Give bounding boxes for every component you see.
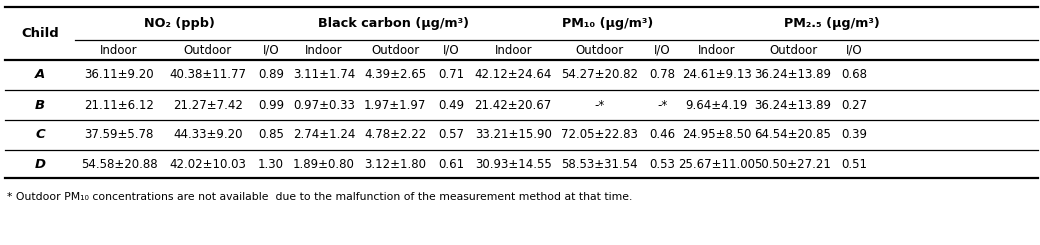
Text: 0.89: 0.89 [258, 69, 284, 82]
Text: Outdoor: Outdoor [769, 44, 817, 57]
Text: Indoor: Indoor [100, 44, 138, 57]
Text: 3.11±1.74: 3.11±1.74 [293, 69, 355, 82]
Text: 9.64±4.19: 9.64±4.19 [685, 98, 748, 111]
Text: 4.39±2.65: 4.39±2.65 [364, 69, 426, 82]
Text: 1.89±0.80: 1.89±0.80 [293, 158, 355, 171]
Text: 0.53: 0.53 [650, 158, 675, 171]
Text: 1.97±1.97: 1.97±1.97 [364, 98, 426, 111]
Text: 0.61: 0.61 [438, 158, 464, 171]
Text: 0.49: 0.49 [438, 98, 464, 111]
Text: 0.46: 0.46 [649, 128, 676, 142]
Text: 40.38±11.77: 40.38±11.77 [170, 69, 246, 82]
Text: Child: Child [21, 27, 59, 40]
Text: 0.78: 0.78 [649, 69, 676, 82]
Text: 33.21±15.90: 33.21±15.90 [475, 128, 551, 142]
Text: Outdoor: Outdoor [184, 44, 232, 57]
Text: A: A [35, 69, 45, 82]
Text: 0.85: 0.85 [258, 128, 284, 142]
Text: 0.99: 0.99 [258, 98, 284, 111]
Text: 0.51: 0.51 [841, 158, 867, 171]
Text: I/O: I/O [263, 44, 279, 57]
Text: * Outdoor PM₁₀ concentrations are not available  due to the malfunction of the m: * Outdoor PM₁₀ concentrations are not av… [7, 192, 632, 202]
Text: I/O: I/O [654, 44, 671, 57]
Text: Indoor: Indoor [698, 44, 735, 57]
Text: I/O: I/O [443, 44, 459, 57]
Text: Outdoor: Outdoor [371, 44, 419, 57]
Text: NO₂ (ppb): NO₂ (ppb) [145, 17, 215, 30]
Text: 42.02±10.03: 42.02±10.03 [170, 158, 246, 171]
Text: 54.58±20.88: 54.58±20.88 [81, 158, 157, 171]
Text: Black carbon (μg/m³): Black carbon (μg/m³) [317, 17, 469, 30]
Text: 24.95±8.50: 24.95±8.50 [682, 128, 751, 142]
Text: 30.93±14.55: 30.93±14.55 [475, 158, 551, 171]
Text: 1.30: 1.30 [258, 158, 284, 171]
Text: 44.33±9.20: 44.33±9.20 [174, 128, 242, 142]
Text: 54.27±20.82: 54.27±20.82 [561, 69, 639, 82]
Text: 36.24±13.89: 36.24±13.89 [754, 98, 832, 111]
Text: 37.59±5.78: 37.59±5.78 [84, 128, 154, 142]
Text: 4.78±2.22: 4.78±2.22 [364, 128, 426, 142]
Text: -*: -* [657, 98, 668, 111]
Text: 36.24±13.89: 36.24±13.89 [754, 69, 832, 82]
Text: PM₂.₅ (μg/m³): PM₂.₅ (μg/m³) [784, 17, 880, 30]
Text: 21.11±6.12: 21.11±6.12 [84, 98, 154, 111]
Text: B: B [35, 98, 45, 111]
Text: Outdoor: Outdoor [575, 44, 624, 57]
Text: 50.50±27.21: 50.50±27.21 [755, 158, 831, 171]
Text: 64.54±20.85: 64.54±20.85 [755, 128, 831, 142]
Text: 25.67±11.00: 25.67±11.00 [678, 158, 755, 171]
Text: D: D [34, 158, 46, 171]
Text: Indoor: Indoor [305, 44, 343, 57]
Text: 42.12±24.64: 42.12±24.64 [474, 69, 552, 82]
Text: 0.97±0.33: 0.97±0.33 [293, 98, 355, 111]
Text: 2.74±1.24: 2.74±1.24 [293, 128, 355, 142]
Text: 21.42±20.67: 21.42±20.67 [474, 98, 552, 111]
Text: 0.39: 0.39 [841, 128, 867, 142]
Text: Indoor: Indoor [494, 44, 532, 57]
Text: -*: -* [595, 98, 604, 111]
Text: 3.12±1.80: 3.12±1.80 [364, 158, 426, 171]
Text: 0.71: 0.71 [438, 69, 464, 82]
Text: PM₁₀ (μg/m³): PM₁₀ (μg/m³) [562, 17, 653, 30]
Text: 0.68: 0.68 [841, 69, 867, 82]
Text: 72.05±22.83: 72.05±22.83 [562, 128, 638, 142]
Text: 0.27: 0.27 [841, 98, 867, 111]
Text: 58.53±31.54: 58.53±31.54 [562, 158, 638, 171]
Text: 24.61±9.13: 24.61±9.13 [681, 69, 752, 82]
Text: C: C [35, 128, 45, 142]
Text: 36.11±9.20: 36.11±9.20 [84, 69, 154, 82]
Text: I/O: I/O [847, 44, 862, 57]
Text: 0.57: 0.57 [438, 128, 464, 142]
Text: 21.27±7.42: 21.27±7.42 [173, 98, 243, 111]
